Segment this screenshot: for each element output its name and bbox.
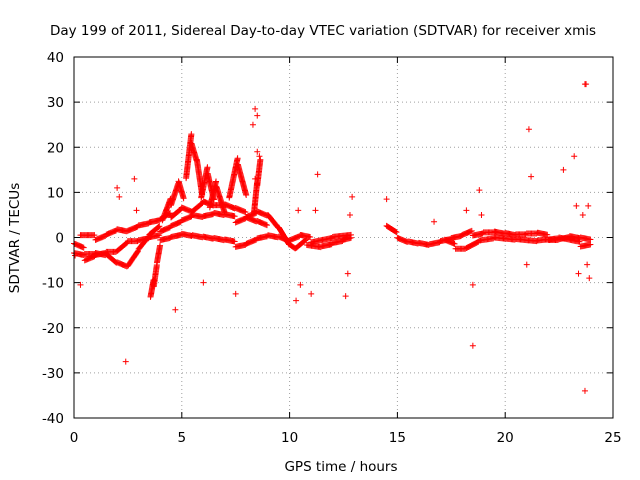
x-tick-label: 5 — [178, 430, 187, 446]
outlier-point — [116, 193, 123, 200]
outlier-point — [114, 184, 121, 191]
y-tick-label: -10 — [42, 276, 64, 292]
outlier-point — [172, 306, 179, 313]
x-axis-label: GPS time / hours — [284, 459, 397, 475]
outlier-point — [342, 293, 349, 300]
data-point — [468, 227, 475, 234]
data-point — [155, 223, 162, 230]
data-point — [307, 233, 314, 240]
x-tick-label: 0 — [70, 430, 79, 446]
outlier-point — [585, 202, 592, 209]
outlier-point — [252, 105, 259, 112]
outlier-point — [77, 281, 84, 288]
outlier-point — [252, 175, 259, 182]
outlier-point — [431, 218, 438, 225]
outlier-point — [463, 207, 470, 214]
data-point — [263, 222, 270, 229]
outlier-point — [560, 166, 567, 173]
x-tick-label: 20 — [497, 430, 514, 446]
y-tick-label: 40 — [47, 50, 64, 66]
data-point — [231, 238, 238, 245]
outlier-point — [575, 270, 582, 277]
chart-title: Day 199 of 2011, Sidereal Day-to-day VTE… — [50, 23, 596, 39]
outlier-point — [232, 290, 239, 297]
data-point — [231, 213, 238, 220]
outlier-point — [133, 207, 140, 214]
data-point — [451, 240, 458, 247]
outlier-point — [581, 387, 588, 394]
x-tick-label: 25 — [604, 430, 621, 446]
data-point — [134, 249, 141, 256]
data-point — [347, 231, 354, 238]
y-tick-label: -40 — [42, 411, 64, 427]
data-point — [156, 223, 163, 230]
data-point — [587, 241, 594, 248]
y-tick-label: -30 — [42, 366, 64, 382]
data-point — [204, 164, 211, 171]
outlier-point — [583, 81, 590, 88]
outlier-point — [579, 211, 586, 218]
y-tick-label: -20 — [42, 321, 64, 337]
data-point — [392, 228, 399, 235]
data-point — [393, 229, 400, 236]
y-ticks: -40 -30 -20 -10 0 10 20 30 40 — [42, 50, 613, 427]
outlier-point — [254, 112, 261, 119]
outlier-point — [346, 211, 353, 218]
plot-area — [71, 81, 594, 394]
outlier-point — [584, 261, 591, 268]
data-point — [242, 209, 249, 216]
y-axis-label: SDTVAR / TECUs — [7, 183, 23, 293]
outlier-point — [476, 187, 483, 194]
data-point — [257, 156, 264, 163]
y-tick-label: 10 — [47, 185, 64, 201]
outlier-point — [72, 252, 79, 259]
data-point — [157, 242, 164, 249]
outlier-point — [249, 121, 256, 128]
outlier-point — [349, 193, 356, 200]
y-tick-label: 30 — [47, 95, 64, 111]
x-tick-label: 10 — [281, 430, 298, 446]
outlier-point — [256, 153, 263, 160]
data-point — [544, 231, 551, 238]
data-point — [156, 232, 163, 239]
outlier-point — [523, 261, 530, 268]
plot-frame — [73, 56, 614, 419]
outlier-point — [528, 173, 535, 180]
outlier-point — [254, 148, 261, 155]
outlier-point — [586, 275, 593, 282]
outlier-point — [131, 175, 138, 182]
outlier-point — [469, 342, 476, 349]
data-point — [80, 244, 87, 251]
outlier-point — [469, 281, 476, 288]
outlier-point — [312, 207, 319, 214]
outlier-point — [573, 202, 580, 209]
data-point — [91, 232, 98, 239]
data-point — [243, 191, 250, 198]
outlier-point — [344, 270, 351, 277]
outlier-point — [478, 211, 485, 218]
data-point — [221, 209, 228, 216]
outlier-point — [314, 171, 321, 178]
data-point — [80, 252, 87, 259]
outlier-point — [297, 281, 304, 288]
outlier-point — [571, 153, 578, 160]
data-point — [188, 131, 195, 138]
data-point — [180, 195, 187, 202]
y-tick-label: 20 — [47, 140, 64, 156]
outlier-point — [293, 297, 300, 304]
outlier-point — [525, 126, 532, 133]
outlier-point — [295, 207, 302, 214]
y-tick-label: 0 — [55, 231, 64, 247]
data-point — [234, 155, 241, 162]
x-tick-label: 15 — [389, 430, 406, 446]
data-point — [576, 238, 583, 245]
outlier-point — [383, 196, 390, 203]
outlier-point — [308, 290, 315, 297]
outlier-point — [122, 358, 129, 365]
outlier-point — [200, 279, 207, 286]
